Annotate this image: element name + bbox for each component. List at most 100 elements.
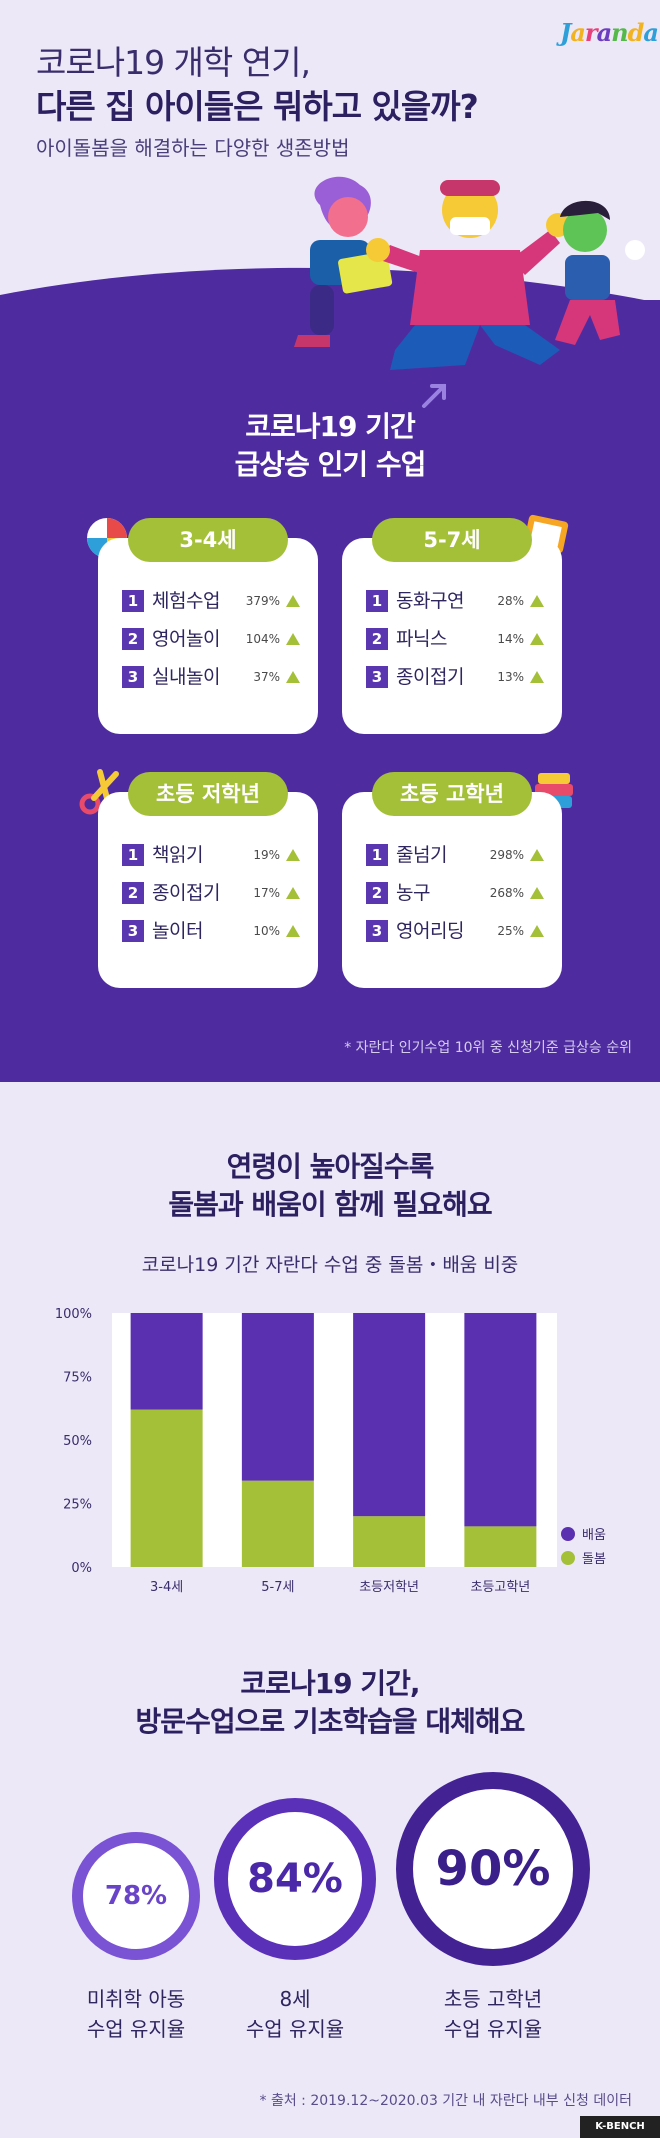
class-name: 농구	[396, 882, 430, 904]
age-card-5-7: 5-7세 1 동화구연 28% 2 파닉스 14% 3 종이접기 13%	[342, 518, 562, 734]
rank-number: 3	[122, 666, 144, 688]
trend-up-arrow-icon	[422, 384, 446, 408]
bar-segment-돌봄	[241, 1480, 314, 1567]
class-name: 영어리딩	[396, 920, 464, 942]
class-name: 종이접기	[396, 666, 464, 688]
age-card-lower-elementary: 초등 저학년 1 책읽기 19% 2 종이접기 17% 3 놀이터 10%	[98, 772, 318, 988]
legend-swatch	[561, 1527, 575, 1541]
stat-label-age8: 8세 수업 유지율	[215, 1984, 375, 2044]
increase-triangle-icon	[530, 595, 544, 607]
source-footnote: * 출처 : 2019.12~2020.03 기간 내 자란다 내부 신청 데이…	[259, 2093, 633, 2109]
age-card-3-4: 3-4세 1 체험수업 379% 2 영어놀이 104% 3 실내놀이 37%	[98, 518, 318, 734]
rank-row: 1 책읽기 19%	[122, 842, 302, 870]
age-card-upper-elementary: 초등 고학년 1 줄넘기 298% 2 농구 268% 3 영어리딩 25%	[342, 772, 562, 988]
bar-segment-배움	[464, 1313, 537, 1527]
rank-number: 1	[366, 590, 388, 612]
rank-number: 3	[366, 666, 388, 688]
section2-title-line2: 돌봄과 배움이 함께 필요해요	[168, 1188, 492, 1221]
x-tick-label: 3-4세	[150, 1580, 183, 1595]
increase-pct: 268%	[489, 886, 524, 900]
rank-row: 2 농구 268%	[366, 880, 546, 908]
chart-title: 코로나19 기간 자란다 수업 중 돌봄・배움 비중	[141, 1254, 519, 1276]
rank-row: 2 파닉스 14%	[366, 626, 546, 654]
rank-number: 2	[366, 628, 388, 650]
stat-label-line1: 미취학 아동	[86, 1987, 186, 2011]
bar-segment-돌봄	[353, 1516, 426, 1567]
class-name: 영어놀이	[152, 628, 220, 650]
bar-segment-배움	[130, 1313, 203, 1410]
stat-value: 78%	[104, 1881, 168, 1911]
rank-number: 1	[122, 590, 144, 612]
section1-title-line1: 코로나19 기간	[245, 410, 416, 443]
y-tick-label: 25%	[63, 1498, 92, 1513]
increase-pct: 14%	[497, 632, 524, 646]
rank-row: 3 영어리딩 25%	[366, 918, 546, 946]
rank-number: 3	[366, 920, 388, 942]
rank-number: 2	[122, 628, 144, 650]
class-name: 줄넘기	[396, 844, 447, 866]
y-tick-label: 0%	[71, 1561, 92, 1576]
legend-swatch	[561, 1551, 575, 1565]
legend-label: 돌봄	[582, 1552, 606, 1567]
section3-title-line2: 방문수업으로 기초학습을 대체해요	[135, 1705, 526, 1738]
increase-triangle-icon	[286, 595, 300, 607]
increase-triangle-icon	[530, 849, 544, 861]
increase-triangle-icon	[286, 849, 300, 861]
class-name: 놀이터	[152, 920, 203, 942]
rank-number: 3	[122, 920, 144, 942]
hero-subtitle: 아이돌봄을 해결하는 다양한 생존방법	[36, 136, 350, 160]
stat-label-line2: 수업 유지율	[245, 2017, 345, 2041]
age-pill: 5-7세	[372, 518, 532, 562]
age-pill: 초등 고학년	[372, 772, 532, 816]
class-name: 파닉스	[396, 628, 447, 650]
bar-segment-돌봄	[464, 1526, 537, 1567]
popular-classes-footnote: * 자란다 인기수업 10위 중 신청기준 급상승 순위	[344, 1040, 632, 1056]
age-pill: 초등 저학년	[128, 772, 288, 816]
stat-label-line2: 수업 유지율	[443, 2017, 543, 2041]
rank-row: 1 동화구연 28%	[366, 588, 546, 616]
increase-triangle-icon	[530, 671, 544, 683]
stat-circle-84: 84%	[214, 1798, 376, 1960]
stat-circle-78: 78%	[72, 1832, 200, 1960]
kbench-badge: K-BENCH	[580, 2116, 660, 2138]
bar-segment-배움	[353, 1313, 426, 1517]
increase-triangle-icon	[530, 633, 544, 645]
y-tick-label: 100%	[55, 1307, 92, 1322]
jaranda-logo: Jaranda	[560, 18, 659, 47]
stat-label-upper-elementary: 초등 고학년 수업 유지율	[413, 1984, 573, 2044]
stat-label-line1: 8세	[279, 1987, 311, 2011]
increase-pct: 10%	[253, 924, 280, 938]
class-name: 동화구연	[396, 590, 464, 612]
section2-title-line1: 연령이 높아질수록	[226, 1150, 435, 1183]
increase-triangle-icon	[286, 887, 300, 899]
class-name: 실내놀이	[152, 666, 220, 688]
stat-label-preschool: 미취학 아동 수업 유지율	[56, 1984, 216, 2044]
rank-row: 3 놀이터 10%	[122, 918, 302, 946]
increase-pct: 104%	[245, 632, 280, 646]
increase-triangle-icon	[286, 925, 300, 937]
rank-row: 2 영어놀이 104%	[122, 626, 302, 654]
rank-row: 3 실내놀이 37%	[122, 664, 302, 692]
increase-pct: 19%	[253, 848, 280, 862]
rank-number: 2	[366, 882, 388, 904]
stat-value: 90%	[435, 1841, 551, 1897]
stat-circle-90: 90%	[396, 1772, 590, 1966]
increase-pct: 28%	[497, 594, 524, 608]
increase-triangle-icon	[530, 887, 544, 899]
rank-row: 2 종이접기 17%	[122, 880, 302, 908]
stat-label-line2: 수업 유지율	[86, 2017, 186, 2041]
stat-label-line1: 초등 고학년	[443, 1987, 543, 2011]
increase-pct: 13%	[497, 670, 524, 684]
rank-number: 2	[122, 882, 144, 904]
kids-running-illustration	[294, 176, 645, 370]
increase-pct: 25%	[497, 924, 524, 938]
x-tick-label: 5-7세	[261, 1580, 294, 1595]
stat-value: 84%	[247, 1856, 343, 1902]
bar-segment-돌봄	[130, 1409, 203, 1567]
class-name: 체험수업	[152, 590, 220, 612]
rank-row: 1 줄넘기 298%	[366, 842, 546, 870]
increase-triangle-icon	[530, 925, 544, 937]
class-name: 종이접기	[152, 882, 220, 904]
y-tick-label: 75%	[63, 1371, 92, 1386]
